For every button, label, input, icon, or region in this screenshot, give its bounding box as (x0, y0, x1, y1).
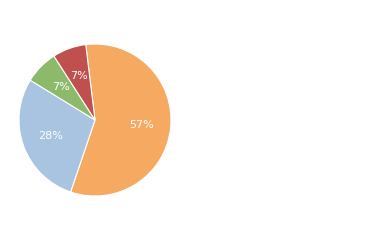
Text: 28%: 28% (38, 131, 63, 141)
Wedge shape (71, 44, 171, 196)
Text: 7%: 7% (52, 82, 70, 92)
Text: 7%: 7% (70, 71, 88, 81)
Wedge shape (54, 45, 95, 120)
Text: 57%: 57% (130, 120, 154, 130)
Wedge shape (19, 80, 95, 192)
Wedge shape (30, 56, 95, 120)
Legend: California Department for Food
and Agriculture [8], Mined from GenBank, NCBI [4]: California Department for Food and Agric… (195, 5, 373, 94)
